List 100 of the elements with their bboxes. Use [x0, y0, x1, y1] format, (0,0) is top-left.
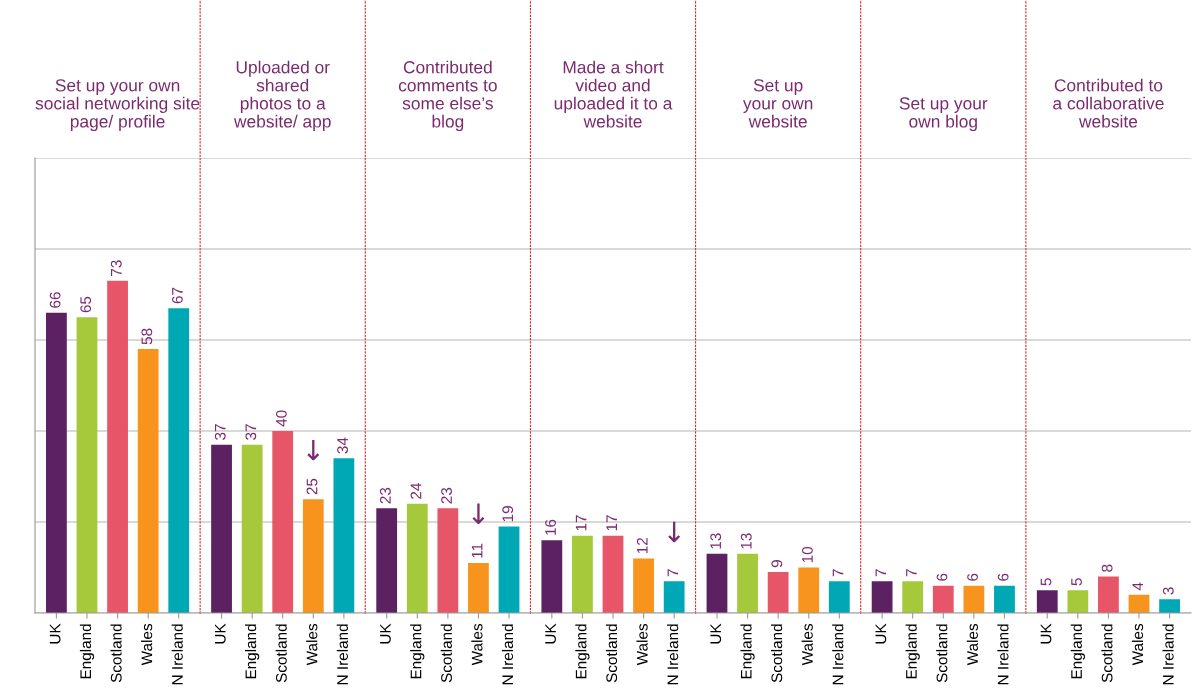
chart-title: Contributed comments to some else’s blog: [398, 60, 497, 132]
bar: [828, 581, 850, 613]
bar: [241, 444, 263, 613]
bar: [633, 558, 654, 613]
x-tick-label: Wales: [1131, 623, 1144, 666]
x-tick-label: Wales: [306, 623, 318, 666]
bar: [541, 540, 563, 613]
x-tick-label: UK: [214, 623, 226, 644]
x-tick-label: UK: [1040, 623, 1052, 644]
data-label: 17: [606, 515, 617, 531]
x-tick-label: England: [79, 624, 95, 679]
x-tick-label: Scotland: [1101, 624, 1113, 683]
x-tick-label: N Ireland: [667, 624, 679, 685]
bar: [211, 444, 232, 613]
data-label: 40: [276, 410, 287, 427]
bar: [1128, 594, 1150, 613]
data-label: 24: [410, 483, 422, 499]
bar: [333, 458, 355, 613]
annotation: ↓: [307, 439, 320, 461]
bar: [737, 553, 758, 613]
x-tick-label: N Ireland: [171, 624, 183, 685]
bar: [498, 526, 520, 613]
x-tick-label: Wales: [471, 623, 483, 666]
chart-title: Set up your own blog: [899, 97, 988, 132]
bar: [1159, 599, 1180, 613]
x-tick-label: Scotland: [936, 624, 948, 683]
x-tick-label: England: [245, 624, 260, 679]
data-label: 16: [545, 519, 556, 535]
data-label: 23: [441, 487, 452, 504]
bar: [437, 508, 459, 613]
x-tick-label: UK: [380, 623, 391, 644]
chart-title: Set up your own social networking site page/ profile: [35, 79, 200, 132]
x-tick-label: England: [905, 624, 920, 679]
x-tick-label: N Ireland: [997, 624, 1009, 685]
chart-title: Contributed to a collaborative website: [1053, 78, 1164, 128]
x-tick-label: Scotland: [275, 624, 287, 683]
data-label: 6: [936, 573, 948, 581]
data-label: 11: [471, 543, 483, 558]
bar: [468, 562, 489, 613]
bar: [1067, 590, 1089, 613]
data-label: 25: [306, 478, 318, 495]
data-label: 58: [141, 328, 153, 345]
data-label: 7: [875, 569, 887, 577]
data-label: 17: [575, 515, 587, 531]
bar: [767, 572, 789, 613]
data-label: 6: [967, 573, 978, 581]
data-label: 67: [172, 287, 183, 304]
data-label: 9: [771, 560, 783, 568]
chart-title: Uploaded or shared photos to a website/ app: [233, 60, 331, 132]
bar: [602, 535, 624, 613]
bar: [406, 503, 428, 613]
x-tick-label: UK: [875, 623, 887, 644]
bar: [663, 581, 685, 613]
x-tick-label: England: [740, 624, 755, 679]
data-label: 19: [502, 506, 514, 522]
x-tick-label: N Ireland: [336, 624, 348, 685]
chart-title: Set up your own website: [742, 79, 813, 128]
x-tick-label: Scotland: [605, 624, 618, 683]
x-tick-label: N Ireland: [1162, 624, 1174, 685]
data-label: 34: [337, 437, 348, 454]
x-tick-label: Scotland: [110, 624, 122, 683]
data-label: 13: [710, 533, 722, 549]
annotation: ↓: [668, 521, 681, 543]
bar: [302, 499, 324, 613]
x-tick-label: Scotland: [771, 624, 783, 683]
data-label: 12: [636, 538, 648, 554]
data-label: 4: [1132, 582, 1143, 591]
data-label: 7: [667, 569, 679, 577]
bar: [272, 431, 294, 613]
x-tick-label: Wales: [801, 623, 813, 666]
bar: [376, 508, 398, 613]
data-label: 37: [214, 424, 226, 440]
x-tick-label: N Ireland: [501, 624, 514, 685]
x-tick-label: Scotland: [440, 624, 452, 683]
x-tick-label: UK: [545, 623, 556, 644]
data-label: 37: [245, 424, 257, 440]
data-label: 5: [1040, 578, 1052, 586]
chart-title: Made a short video and uploaded it to a website: [554, 60, 673, 128]
bar: [1098, 576, 1119, 613]
annotation: ↓: [472, 503, 485, 524]
x-tick-label: N Ireland: [832, 624, 844, 685]
data-label: 6: [997, 573, 1009, 581]
data-label: 73: [110, 260, 122, 276]
data-label: 65: [80, 296, 92, 313]
data-label: 8: [1101, 564, 1113, 572]
bar: [572, 535, 593, 613]
bar: [706, 553, 728, 613]
x-tick-label: Wales: [966, 623, 978, 666]
data-label: 10: [802, 546, 813, 563]
x-tick-label: England: [410, 624, 425, 679]
data-label: 7: [832, 569, 844, 577]
x-tick-label: England: [1070, 624, 1085, 679]
x-tick-label: UK: [710, 623, 722, 644]
data-label: 13: [740, 533, 752, 549]
x-tick-label: UK: [49, 623, 61, 644]
data-label: 23: [379, 487, 391, 504]
bar: [1036, 590, 1058, 613]
data-label: 66: [49, 292, 61, 308]
data-label: 3: [1162, 587, 1174, 595]
x-tick-label: Wales: [141, 623, 153, 666]
